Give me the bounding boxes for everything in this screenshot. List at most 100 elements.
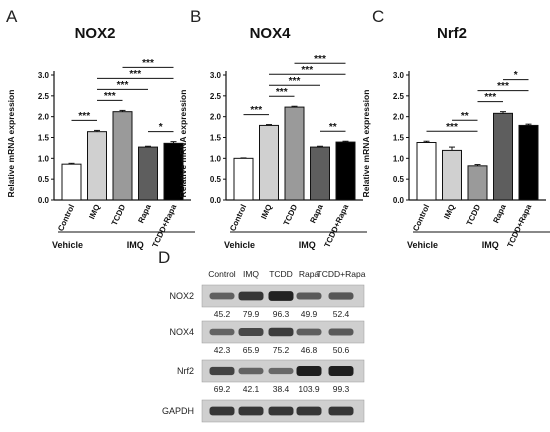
significance-label: ** <box>461 111 469 122</box>
y-tick-label: 3.0 <box>38 71 50 80</box>
blot-band <box>296 406 322 416</box>
bar-imq <box>259 124 279 201</box>
blot-band <box>209 366 235 376</box>
x-tick-label: Rapa <box>491 203 508 225</box>
vehicle-group-label: Vehicle <box>52 240 83 250</box>
blot-row-label: NOX2 <box>169 291 194 301</box>
blot-band <box>209 406 235 416</box>
x-tick-label: TCDD <box>282 203 300 227</box>
blot-band <box>268 327 294 337</box>
blot-band <box>296 366 322 376</box>
blot-band <box>296 328 322 336</box>
significance-label: * <box>514 70 518 81</box>
y-tick-label: 0.0 <box>38 196 50 205</box>
bar-tcdd <box>112 111 133 201</box>
blot-value-label: 45.2 <box>214 309 231 319</box>
bar-tcdd-rapa <box>518 124 539 201</box>
chart-title: NOX2 <box>75 25 116 42</box>
blot-band <box>238 291 264 301</box>
y-tick-label: 0.0 <box>393 196 405 205</box>
y-tick-label: 2.5 <box>38 92 50 101</box>
blot-row-label: Nrf2 <box>177 366 194 376</box>
x-tick-label: Control <box>411 203 431 233</box>
panel-letter-a: A <box>6 7 18 26</box>
chart-nrf2: Nrf2 Relative mRNA expression 0.0 0.5 1.0 1.5… <box>361 25 550 250</box>
y-axis-label: Relative mRNA expression <box>178 90 188 198</box>
blot-band <box>209 328 235 336</box>
blot-value-label: 49.9 <box>301 309 318 319</box>
bar-tcdd <box>467 165 488 201</box>
y-tick-label: 3.0 <box>393 71 405 80</box>
chart-title: Nrf2 <box>437 25 467 42</box>
blot-column-label: TCDD <box>269 269 293 279</box>
blot-row-label: GAPDH <box>162 406 194 416</box>
y-tick-label: 3.0 <box>210 71 222 80</box>
significance-label: *** <box>314 54 326 65</box>
y-tick-label: 2.5 <box>393 92 405 101</box>
y-tick-label: 1.0 <box>38 154 50 163</box>
blot-value-label: 38.4 <box>273 384 290 394</box>
y-tick-label: 0.5 <box>38 175 50 184</box>
x-tick-label: IMQ <box>87 203 102 220</box>
significance-label: *** <box>78 111 90 122</box>
significance-label: * <box>159 122 163 133</box>
x-tick-label: Control <box>56 203 76 233</box>
significance-label: *** <box>497 81 509 92</box>
significance-label: *** <box>446 122 458 133</box>
x-tick-label: IMQ <box>442 203 457 220</box>
imq-group-label: IMQ <box>127 240 144 250</box>
blot-column-label: IMQ <box>243 269 259 279</box>
blot-value-label: 79.9 <box>243 309 260 319</box>
significance-label: *** <box>117 80 129 91</box>
blot-value-label: 42.3 <box>214 345 231 355</box>
significance-label: *** <box>142 58 154 69</box>
significance-label: *** <box>129 69 141 80</box>
y-tick-label: 2.0 <box>38 113 50 122</box>
blot-value-label: 42.1 <box>243 384 260 394</box>
blot-band <box>238 328 264 336</box>
bar-rapa <box>138 146 158 201</box>
panel-letter-d: D <box>158 248 170 267</box>
blot-band <box>296 292 322 300</box>
blot-value-label: 99.3 <box>333 384 350 394</box>
blot-value-label: 52.4 <box>333 309 350 319</box>
significance-label: *** <box>250 105 262 116</box>
x-tick-label: IMQ <box>259 203 274 220</box>
significance-label: *** <box>484 92 496 103</box>
blot-value-label: 75.2 <box>273 345 290 355</box>
x-tick-label: TCDD+Rapa <box>506 203 534 249</box>
bar-imq <box>87 131 107 201</box>
significance-label: ** <box>329 122 337 133</box>
significance-label: *** <box>276 87 288 98</box>
y-tick-label: 2.0 <box>393 113 405 122</box>
vehicle-group-label: Vehicle <box>224 240 255 250</box>
blot-band <box>268 291 294 301</box>
bar-control <box>416 142 437 201</box>
x-tick-label: TCDD <box>465 203 483 227</box>
blot-column-label: TCDD+Rapa <box>317 269 366 279</box>
y-tick-label: 0.5 <box>210 175 222 184</box>
x-tick-label: TCDD+Rapa <box>151 203 179 249</box>
chart-nox4: NOX4 Relative mRNA expression 0.0 0.5 1.0 1.5… <box>178 25 367 250</box>
x-tick-label: Control <box>228 203 248 233</box>
y-tick-label: 2.5 <box>210 92 222 101</box>
y-tick-label: 1.5 <box>38 134 50 143</box>
y-axis-label: Relative mRNA expression <box>6 90 16 198</box>
significance-label: *** <box>104 91 116 102</box>
bar-tcdd <box>284 106 305 201</box>
imq-group-label: IMQ <box>299 240 316 250</box>
blot-band <box>209 292 235 300</box>
y-tick-label: 0.5 <box>393 175 405 184</box>
blot-band <box>328 366 354 376</box>
blot-column-label: Control <box>208 269 236 279</box>
y-tick-label: 0.0 <box>210 196 222 205</box>
blot-value-label: 96.3 <box>273 309 290 319</box>
panel-letter-c: C <box>372 7 384 26</box>
blot-band <box>268 406 294 416</box>
y-tick-label: 1.0 <box>393 154 405 163</box>
y-tick-label: 1.5 <box>393 134 405 143</box>
bar-imq <box>442 149 462 201</box>
blot-row-label: NOX4 <box>169 327 194 337</box>
